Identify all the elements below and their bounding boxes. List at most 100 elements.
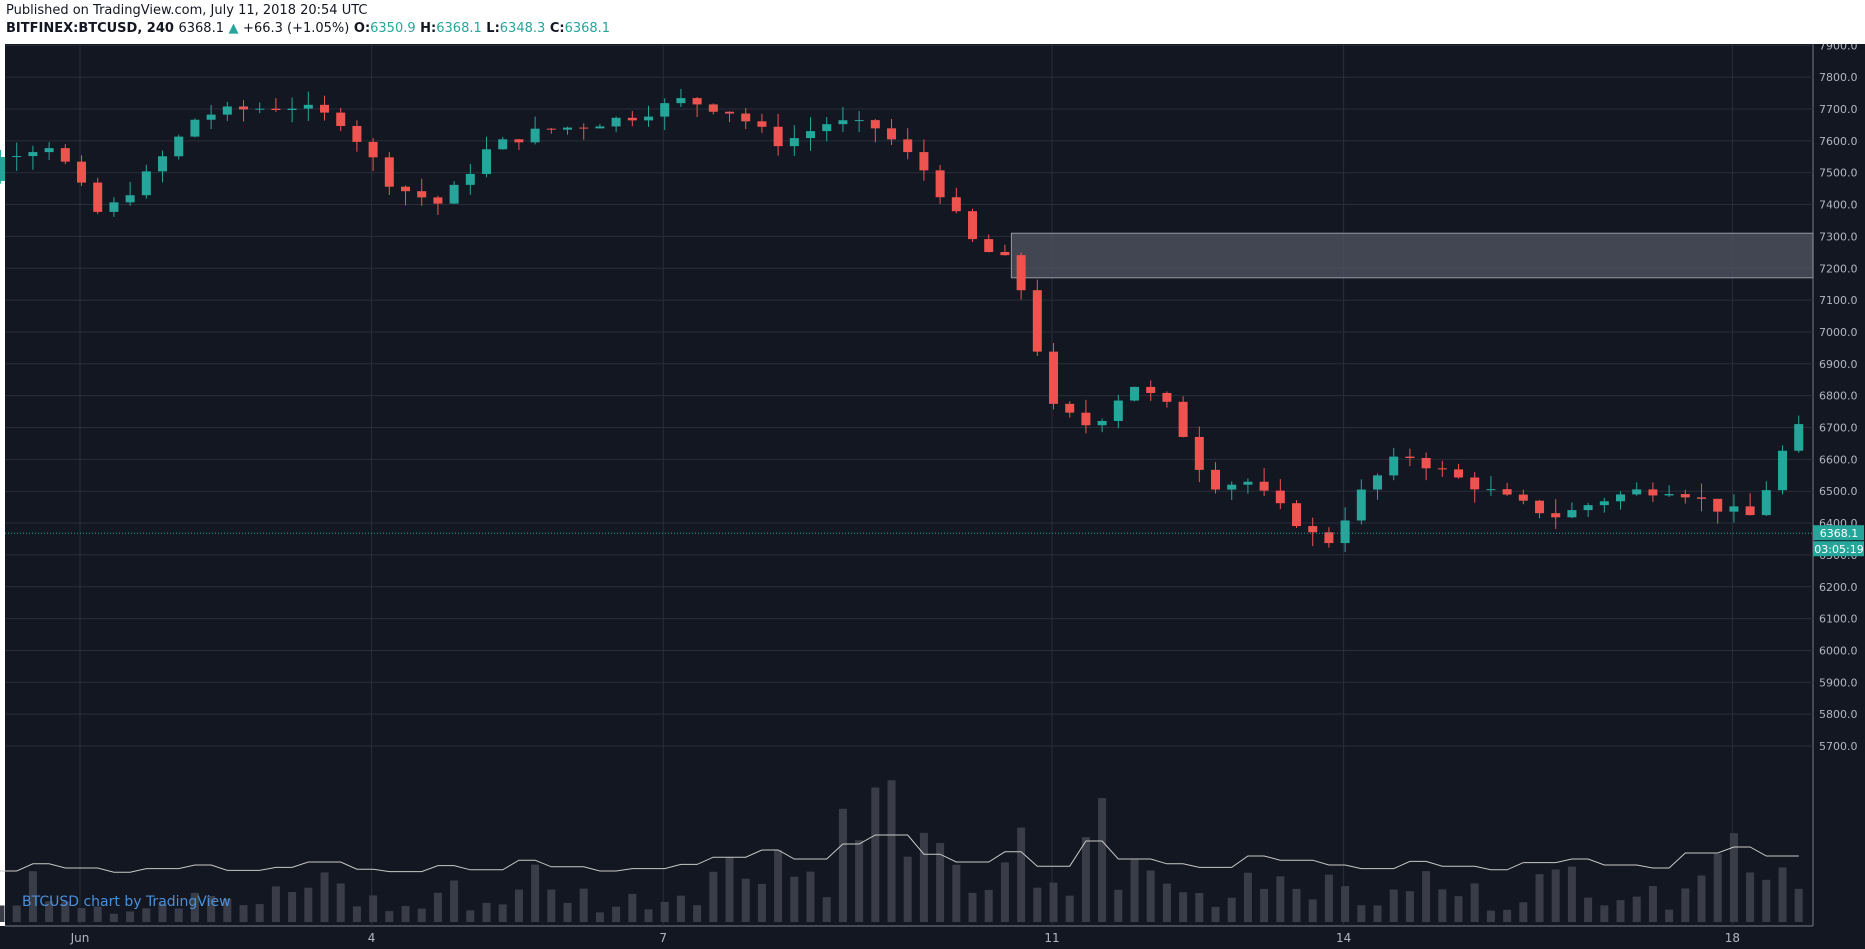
candle-body bbox=[1729, 506, 1739, 512]
candle-body bbox=[271, 108, 281, 111]
price-tick-label: 7700.0 bbox=[1819, 103, 1858, 116]
published-line: Published on TradingView.com, July 11, 2… bbox=[6, 3, 368, 18]
price-axis[interactable] bbox=[1813, 44, 1865, 926]
volume-bar bbox=[433, 892, 442, 922]
candle-body bbox=[320, 104, 330, 113]
volume-bar bbox=[77, 908, 86, 922]
volume-bar bbox=[482, 902, 491, 922]
candle-body bbox=[1713, 498, 1723, 512]
candle-body bbox=[1535, 500, 1545, 514]
volume-bar bbox=[1778, 867, 1787, 922]
candle-body bbox=[1211, 469, 1221, 490]
volume-bar bbox=[1130, 859, 1139, 922]
candle-body bbox=[1648, 489, 1658, 496]
volume-bar bbox=[288, 891, 297, 922]
candle-body bbox=[352, 125, 362, 142]
candle-body bbox=[1778, 450, 1788, 491]
volume-bar bbox=[871, 787, 880, 922]
candle-body bbox=[0, 156, 6, 181]
volume-bar bbox=[1065, 895, 1074, 922]
volume-bar bbox=[1616, 900, 1625, 922]
low-value: 6348.3 bbox=[499, 21, 546, 36]
candle-body bbox=[563, 127, 573, 130]
candle-body bbox=[854, 120, 864, 122]
candle-body bbox=[482, 149, 492, 175]
volume-bar bbox=[725, 857, 734, 922]
candle-body bbox=[77, 161, 87, 183]
candle-body bbox=[1049, 351, 1059, 404]
volume-bar bbox=[887, 780, 896, 922]
volume-bar bbox=[1746, 872, 1755, 922]
chart-header: Published on TradingView.com, July 11, 2… bbox=[0, 0, 1865, 44]
candle-body bbox=[1178, 401, 1188, 437]
time-axis[interactable] bbox=[0, 926, 1865, 949]
candle-body bbox=[1599, 501, 1609, 506]
volume-bar bbox=[1762, 879, 1771, 922]
candle-body bbox=[255, 108, 265, 110]
volume-bar bbox=[1341, 886, 1350, 922]
volume-bar bbox=[1098, 798, 1107, 922]
candle-body bbox=[546, 128, 556, 130]
candle-body bbox=[1130, 386, 1140, 401]
close-value: 6368.1 bbox=[564, 21, 611, 36]
candle-body bbox=[336, 112, 346, 126]
candle-body bbox=[1502, 489, 1512, 495]
volume-bar bbox=[142, 908, 151, 922]
volume-bar bbox=[126, 911, 135, 922]
volume-bar bbox=[1535, 874, 1544, 922]
candle-body bbox=[1065, 403, 1075, 413]
candlesticks bbox=[0, 88, 1804, 552]
candle-body bbox=[887, 128, 897, 140]
volume-bar bbox=[660, 901, 669, 922]
watermark[interactable]: BTCUSD chart by TradingView bbox=[22, 894, 231, 910]
price-tick-label: 7600.0 bbox=[1819, 135, 1858, 148]
volume-bar bbox=[514, 889, 523, 922]
candle-body bbox=[1373, 475, 1383, 490]
volume-bar bbox=[1454, 896, 1463, 922]
candle-body bbox=[579, 127, 589, 129]
candle-body bbox=[303, 104, 313, 109]
high-value: 6368.1 bbox=[436, 21, 482, 36]
time-tick-label: 18 bbox=[1725, 931, 1740, 945]
countdown-badge-text: 03:05:19 bbox=[1814, 543, 1863, 556]
price-tick-label: 7300.0 bbox=[1819, 230, 1858, 243]
candle-body bbox=[806, 131, 816, 139]
candle-body bbox=[1551, 513, 1561, 518]
candle-body bbox=[498, 139, 508, 150]
volume-bar bbox=[563, 902, 572, 922]
price-axis-labels: 5700.05800.05900.06000.06100.06200.06300… bbox=[1819, 44, 1858, 753]
candle-body bbox=[968, 211, 978, 240]
volume-bar bbox=[255, 904, 264, 922]
price-chart[interactable]: 5700.05800.05900.06000.06100.06200.06300… bbox=[0, 44, 1865, 949]
volume-bar bbox=[1227, 897, 1236, 922]
candle-body bbox=[1567, 510, 1577, 518]
price-tick-label: 6000.0 bbox=[1819, 644, 1858, 657]
volume-bar bbox=[952, 864, 961, 922]
resistance-zone[interactable] bbox=[1010, 232, 1814, 279]
candle-body bbox=[1389, 456, 1399, 476]
time-tick-label: 14 bbox=[1336, 931, 1351, 945]
volume-bar bbox=[709, 871, 718, 922]
candle-body bbox=[1405, 456, 1415, 458]
volume-bar bbox=[12, 905, 21, 922]
volume-bar bbox=[1600, 905, 1609, 922]
candle-body bbox=[838, 120, 848, 125]
volume-bar bbox=[774, 850, 783, 922]
volume-bar bbox=[1422, 871, 1431, 922]
symbol-label[interactable]: BITFINEX:BTCUSD, 240 bbox=[6, 21, 174, 36]
candle-body bbox=[1340, 520, 1350, 544]
volume-bar bbox=[1405, 891, 1414, 922]
candle-body bbox=[530, 128, 540, 143]
candle-body bbox=[1583, 505, 1593, 511]
candle-body bbox=[660, 103, 670, 117]
candle-body bbox=[1437, 468, 1447, 470]
candle-body bbox=[611, 117, 621, 127]
last-price-badge-text: 6368.1 bbox=[1820, 527, 1859, 540]
candle-body bbox=[1761, 490, 1771, 516]
volume-bar bbox=[1567, 866, 1576, 922]
volume-bar bbox=[693, 905, 702, 922]
candle-body bbox=[1794, 424, 1804, 451]
high-label: H: bbox=[420, 21, 437, 36]
price-tick-label: 7800.0 bbox=[1819, 71, 1858, 84]
price-tick-label: 6700.0 bbox=[1819, 422, 1858, 435]
